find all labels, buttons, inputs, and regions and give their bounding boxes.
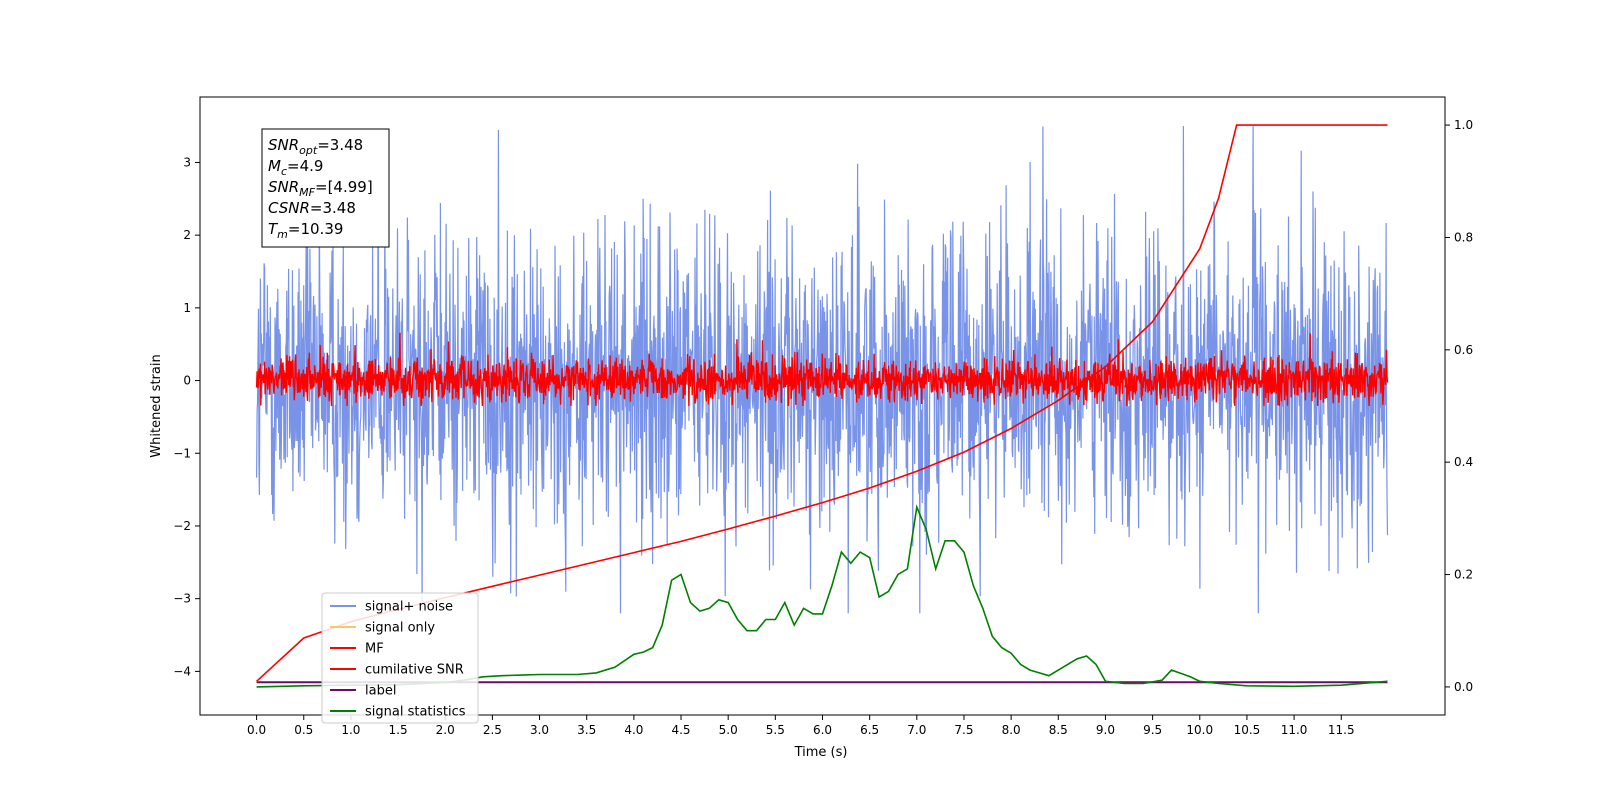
legend-entry: signal only: [365, 621, 435, 636]
y-right-tick-label: 0.6: [1454, 343, 1473, 357]
x-tick-label: 2.5: [483, 723, 502, 737]
y-right-tick-label: 1.0: [1454, 118, 1473, 132]
legend: signal+ noise signal only MF cumilative SNR…: [321, 592, 479, 724]
series-signal-statistics: [256, 504, 1388, 688]
x-tick-label: 4.0: [624, 723, 643, 737]
info-line: Tm=10.39: [268, 220, 343, 241]
x-tick-label: 1.5: [389, 723, 408, 737]
y-right-tick-label: 0.4: [1454, 455, 1473, 469]
legend-entry: signal statistics: [365, 705, 466, 720]
x-tick-label: 1.0: [341, 723, 360, 737]
x-tick-label: 0.5: [294, 723, 313, 737]
legend-entry: cumilative SNR: [365, 663, 464, 678]
x-tick-label: 10.5: [1234, 723, 1261, 737]
info-line: SNRopt=3.48: [268, 136, 363, 157]
x-tick-label: 5.5: [766, 723, 785, 737]
x-axis: 0.0 0.5 1.0 1.5 2.0 2.5 3.0 3.5 4.0 4.5 5.0 5.5 6.0 6…: [247, 715, 1355, 737]
x-tick-label: 6.0: [813, 723, 832, 737]
legend-entry: label: [365, 684, 396, 699]
y-right-tick-label: 0.0: [1454, 680, 1473, 694]
y-left-tick-label: −1: [173, 446, 191, 460]
x-tick-label: 2.0: [436, 723, 455, 737]
y-left-tick-label: −2: [173, 519, 191, 533]
y-left-tick-label: 2: [183, 228, 191, 242]
x-tick-label: 8.5: [1049, 723, 1068, 737]
left-y-axis: 3 2 1 0 −1 −2 −3 −4: [173, 155, 200, 678]
y-left-tick-label: −4: [173, 664, 191, 678]
y-left-tick-label: 1: [183, 301, 191, 315]
y-left-tick-label: 0: [183, 374, 191, 388]
x-tick-label: 11.0: [1281, 723, 1308, 737]
y-right-tick-label: 0.8: [1454, 230, 1473, 244]
x-axis-label: Time (s): [794, 745, 848, 760]
x-tick-label: 10.0: [1186, 723, 1213, 737]
info-line: SNRMF=[4.99]: [268, 178, 373, 199]
info-box-frame: [261, 128, 390, 248]
right-y-axis: 1.0 0.8 0.6 0.4 0.2 0.0: [1445, 118, 1473, 694]
y-axis-label: Whitened strain: [149, 354, 164, 457]
x-tick-label: 7.5: [954, 723, 973, 737]
info-line: Mc=4.9: [268, 157, 323, 178]
x-tick-label: 0.0: [247, 723, 266, 737]
y-left-tick-label: −3: [173, 592, 191, 606]
x-tick-label: 9.0: [1096, 723, 1115, 737]
x-tick-label: 11.5: [1328, 723, 1355, 737]
x-tick-label: 8.0: [1002, 723, 1021, 737]
y-left-tick-label: 3: [183, 155, 191, 169]
x-tick-label: 3.5: [577, 723, 596, 737]
x-tick-label: 9.5: [1143, 723, 1162, 737]
x-tick-label: 5.0: [719, 723, 738, 737]
legend-entry: signal+ noise: [365, 600, 453, 615]
x-tick-label: 4.5: [671, 723, 690, 737]
series-mf: [255, 332, 1389, 407]
x-tick-label: 7.0: [907, 723, 926, 737]
legend-entry: MF: [365, 642, 384, 657]
x-tick-label: 6.5: [860, 723, 879, 737]
x-tick-label: 3.0: [530, 723, 549, 737]
legend-frame: [321, 592, 479, 724]
info-line: CSNR=3.48: [268, 199, 356, 217]
y-right-tick-label: 0.2: [1454, 568, 1473, 582]
